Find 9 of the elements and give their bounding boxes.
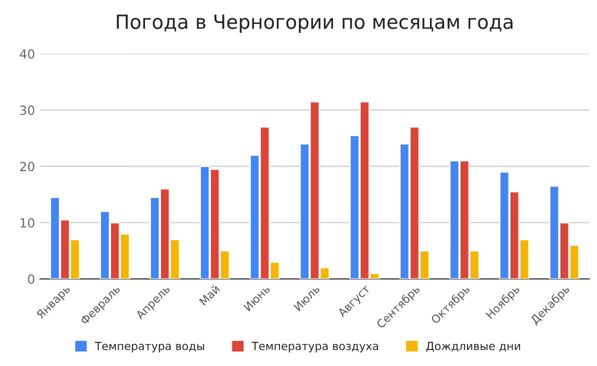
y-tick-label: 0: [28, 274, 34, 284]
y-tick-label: 20: [20, 162, 34, 172]
y-tick-label: 30: [20, 106, 34, 115]
chart-title: Погода в Черногории по месяцам года: [116, 14, 512, 33]
y-tick-label: 10: [20, 218, 34, 228]
legend-label: Температура воды: [94, 342, 204, 352]
legend-label: Температура воздуха: [252, 342, 378, 352]
y-tick-label: 40: [20, 49, 34, 59]
legend-label: Дождливые дни: [426, 342, 520, 352]
